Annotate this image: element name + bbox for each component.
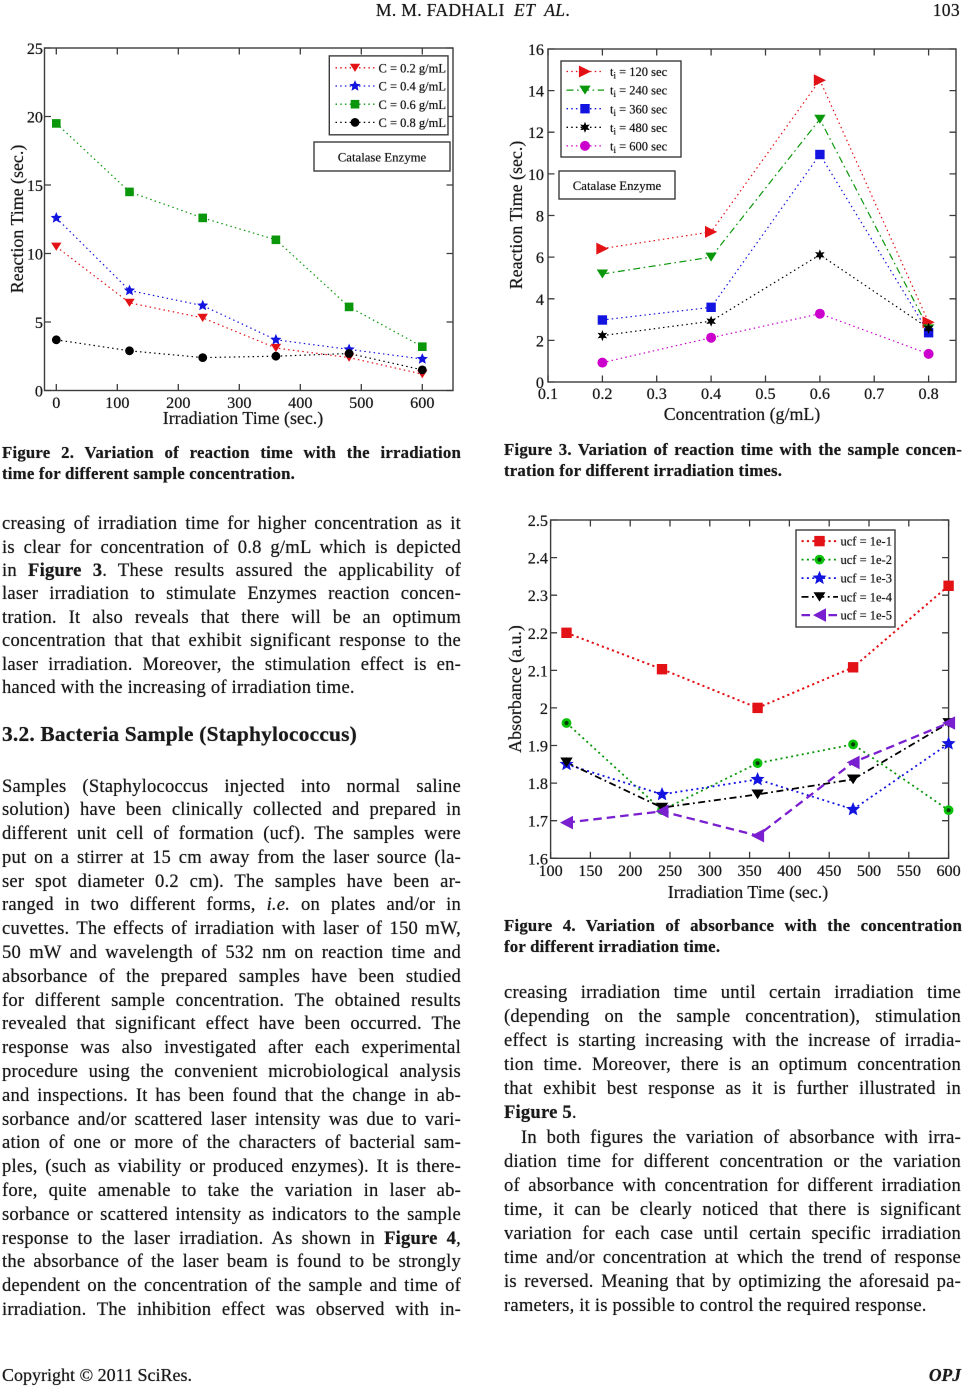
svg-text:C = 0.2 g/mL: C = 0.2 g/mL xyxy=(379,61,446,75)
svg-text:10: 10 xyxy=(528,166,544,184)
svg-text:500: 500 xyxy=(857,862,881,880)
svg-text:2.3: 2.3 xyxy=(528,587,548,605)
svg-text:ti = 600 sec: ti = 600 sec xyxy=(610,140,668,156)
svg-text:6: 6 xyxy=(536,249,544,267)
svg-text:200: 200 xyxy=(166,394,190,412)
svg-text:Reaction Time (sec.): Reaction Time (sec.) xyxy=(7,145,28,294)
svg-text:100: 100 xyxy=(538,862,562,880)
svg-text:1.7: 1.7 xyxy=(528,813,548,831)
svg-text:2: 2 xyxy=(540,700,548,718)
svg-text:550: 550 xyxy=(897,862,921,880)
svg-text:8: 8 xyxy=(536,208,544,226)
svg-text:25: 25 xyxy=(27,40,43,58)
svg-text:100: 100 xyxy=(105,394,129,412)
svg-text:350: 350 xyxy=(737,862,761,880)
svg-text:15: 15 xyxy=(27,177,43,195)
svg-text:ti = 120 sec: ti = 120 sec xyxy=(610,65,668,81)
svg-text:ucf = 1e-5: ucf = 1e-5 xyxy=(841,609,892,623)
svg-text:ucf = 1e-2: ucf = 1e-2 xyxy=(841,553,892,567)
svg-text:20: 20 xyxy=(27,109,43,127)
svg-text:0.6: 0.6 xyxy=(810,385,830,403)
svg-text:0.3: 0.3 xyxy=(647,385,667,403)
svg-text:C = 0.6 g/mL: C = 0.6 g/mL xyxy=(379,98,446,112)
svg-text:Concentration (g/mL): Concentration (g/mL) xyxy=(664,404,821,425)
svg-text:1.8: 1.8 xyxy=(528,775,548,793)
svg-text:2.1: 2.1 xyxy=(528,662,548,680)
svg-text:C = 0.8 g/mL: C = 0.8 g/mL xyxy=(379,116,446,130)
svg-text:2.2: 2.2 xyxy=(528,625,548,643)
svg-text:0.8: 0.8 xyxy=(918,385,938,403)
svg-text:1.6: 1.6 xyxy=(528,850,548,868)
svg-text:0.7: 0.7 xyxy=(864,385,884,403)
svg-text:ti = 360 sec: ti = 360 sec xyxy=(610,102,668,118)
svg-text:Catalase Enzyme: Catalase Enzyme xyxy=(573,179,662,193)
svg-text:14: 14 xyxy=(528,83,544,101)
svg-text:ucf = 1e-4: ucf = 1e-4 xyxy=(841,591,893,605)
svg-text:600: 600 xyxy=(410,394,434,412)
svg-text:2: 2 xyxy=(536,332,544,350)
svg-text:Absorbance (a.u.): Absorbance (a.u.) xyxy=(505,625,526,753)
svg-text:0.1: 0.1 xyxy=(538,385,558,403)
svg-text:Reaction Time (sec.): Reaction Time (sec.) xyxy=(506,141,527,290)
svg-text:ucf = 1e-1: ucf = 1e-1 xyxy=(841,535,892,549)
svg-text:150: 150 xyxy=(578,862,602,880)
svg-text:200: 200 xyxy=(618,862,642,880)
svg-text:0: 0 xyxy=(35,383,43,401)
svg-text:0.5: 0.5 xyxy=(755,385,775,403)
svg-text:0.4: 0.4 xyxy=(701,385,721,403)
svg-text:500: 500 xyxy=(349,394,373,412)
svg-text:1.9: 1.9 xyxy=(528,738,548,756)
svg-text:2.5: 2.5 xyxy=(528,512,548,530)
svg-text:ti = 480 sec: ti = 480 sec xyxy=(610,121,668,137)
svg-text:2.4: 2.4 xyxy=(528,550,548,568)
svg-text:Irradiation Time (sec.): Irradiation Time (sec.) xyxy=(668,882,829,903)
svg-text:450: 450 xyxy=(817,862,841,880)
svg-text:250: 250 xyxy=(658,862,682,880)
svg-text:10: 10 xyxy=(27,246,43,264)
svg-text:300: 300 xyxy=(698,862,722,880)
svg-text:16: 16 xyxy=(528,41,544,59)
svg-text:600: 600 xyxy=(936,862,960,880)
svg-text:400: 400 xyxy=(777,862,801,880)
svg-text:5: 5 xyxy=(35,314,43,332)
svg-text:ti = 240 sec: ti = 240 sec xyxy=(610,84,668,100)
svg-text:0: 0 xyxy=(52,394,60,412)
svg-text:C = 0.4 g/mL: C = 0.4 g/mL xyxy=(379,80,446,94)
svg-text:400: 400 xyxy=(288,394,312,412)
svg-text:12: 12 xyxy=(528,124,544,142)
svg-text:300: 300 xyxy=(227,394,251,412)
svg-text:ucf = 1e-3: ucf = 1e-3 xyxy=(841,572,892,586)
svg-text:4: 4 xyxy=(536,291,544,309)
svg-text:0.2: 0.2 xyxy=(592,385,612,403)
svg-text:0: 0 xyxy=(536,374,544,392)
svg-text:Irradiation Time (sec.): Irradiation Time (sec.) xyxy=(163,408,324,429)
svg-text:Catalase Enzyme: Catalase Enzyme xyxy=(338,151,427,165)
